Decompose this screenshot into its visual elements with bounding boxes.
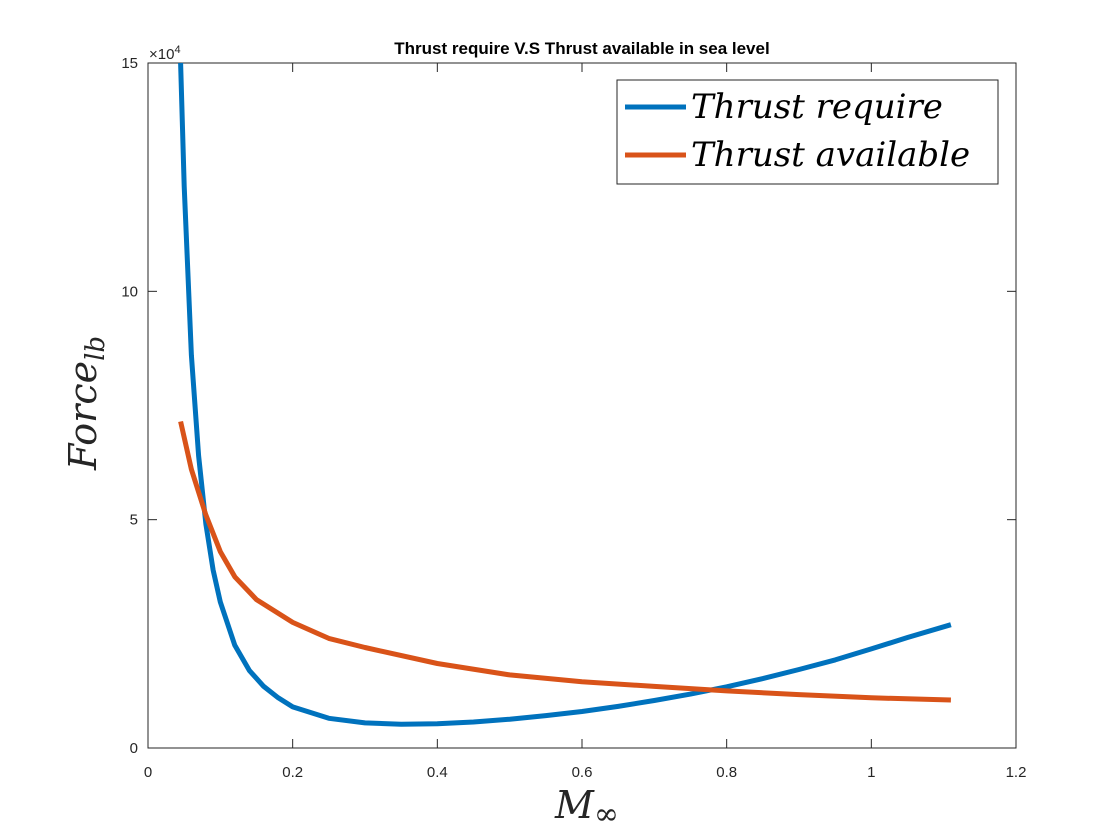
legend-label-thrust-available: Thrust available	[691, 135, 970, 175]
x-tick-label: 0	[144, 764, 152, 781]
x-tick-label: 1.2	[1006, 764, 1027, 781]
x-tick-label: 0.6	[572, 764, 593, 781]
y-tick-label: 5	[130, 512, 138, 529]
y-tick-label: 0	[130, 740, 138, 757]
x-tick-label: 0.2	[282, 764, 303, 781]
series-line-thrust-require	[178, 62, 952, 727]
chart-title: Thrust require V.S Thrust available in s…	[394, 39, 769, 58]
legend: Thrust require Thrust available	[616, 79, 999, 185]
y-tick-label: 15	[121, 55, 138, 72]
x-tick-label: 0.4	[427, 764, 448, 781]
series-line-thrust-available	[178, 420, 951, 703]
series-group	[178, 62, 952, 727]
y-axis-label: Forcelb	[61, 336, 111, 471]
y-axis-multiplier: ×104	[149, 44, 181, 63]
y-tick-label: 10	[121, 283, 138, 300]
x-axis-label: M∞	[554, 783, 619, 832]
axis-ticks: 0 0.2 0.4 0.6 0.8 1 1.2 0 5 10 15	[121, 55, 1026, 781]
legend-label-thrust-require: Thrust require	[691, 87, 943, 127]
x-tick-label: 0.8	[716, 764, 737, 781]
legend-box	[616, 79, 999, 185]
x-tick-label: 1	[867, 764, 875, 781]
